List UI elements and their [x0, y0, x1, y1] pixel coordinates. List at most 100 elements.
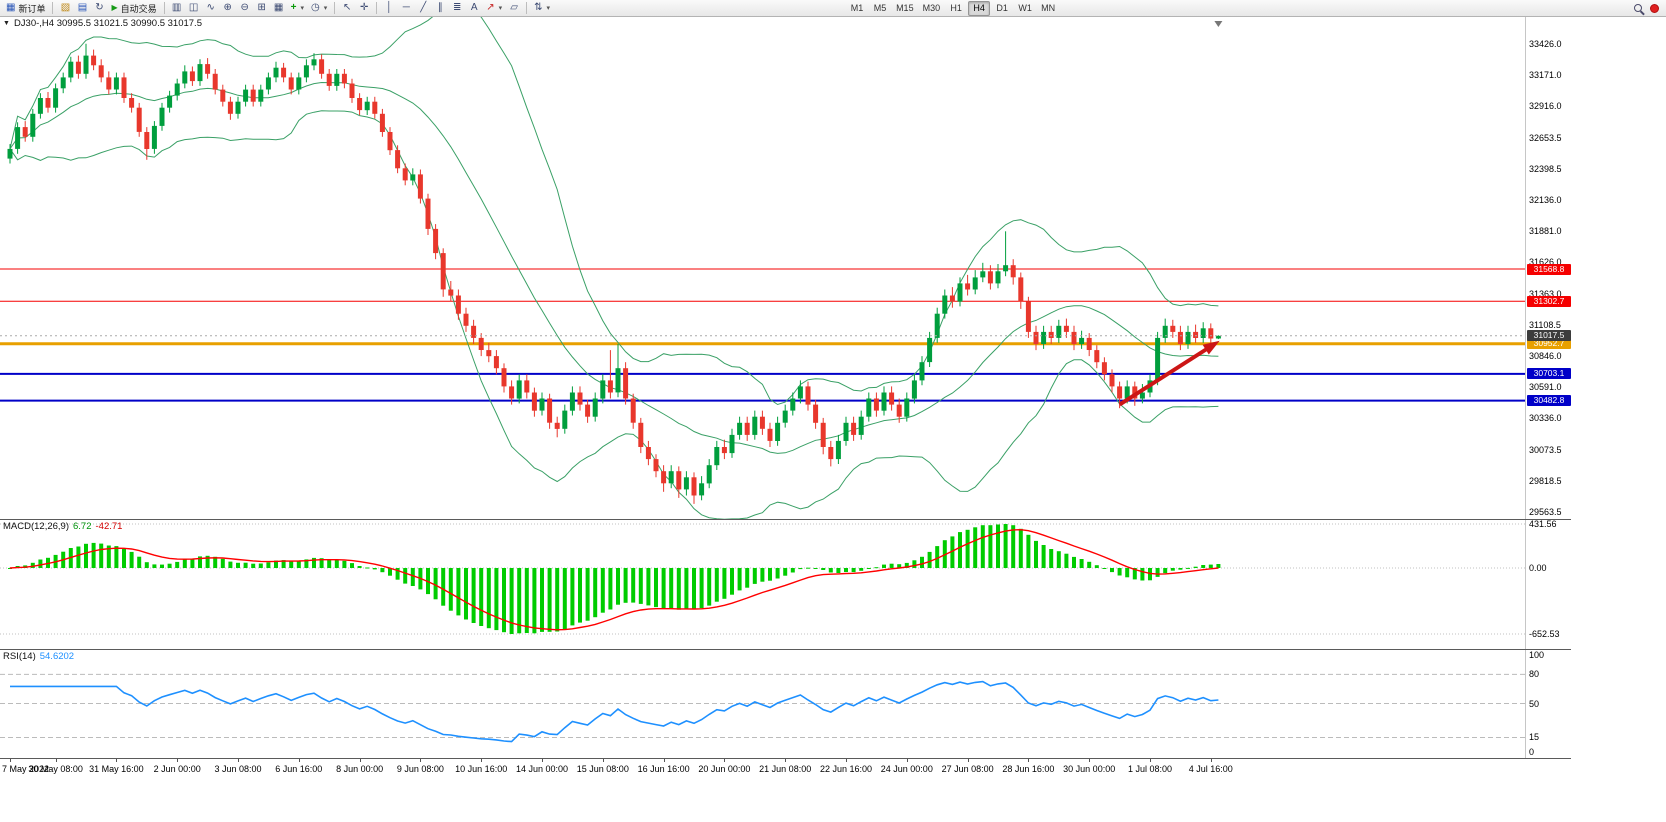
text-label-button[interactable]: A [466, 1, 482, 16]
refresh-button[interactable]: ↻ [91, 1, 107, 16]
price-tick-label: 30073.5 [1529, 444, 1562, 455]
arrange-button[interactable]: ⇅ ▾ [531, 1, 553, 16]
refresh-icon: ↻ [95, 2, 104, 13]
time-axis-label: 24 Jun 00:00 [880, 764, 933, 774]
new-order-button[interactable]: ▦ 新订单 [3, 1, 48, 16]
timeframe-m1[interactable]: M1 [846, 1, 868, 16]
symbol-ohlc-label: DJ30-,H4 30995.5 31021.5 30990.5 31017.5 [13, 18, 202, 29]
price-tick-label: 32653.5 [1529, 132, 1562, 143]
macd-chart[interactable] [0, 520, 1525, 649]
chart-context-icon[interactable]: ▼ [3, 20, 10, 27]
price-tick-label: 30336.0 [1529, 413, 1562, 424]
horizontal-line-button[interactable]: ─ [398, 1, 414, 16]
macd-label: MACD(12,26,9) [3, 521, 69, 532]
new-chart-button[interactable]: ▧ [57, 1, 73, 16]
zoom-in-icon: ⊕ [223, 2, 232, 13]
bar-chart-button[interactable]: ▥ [169, 1, 185, 16]
price-tick-label: 31626.0 [1529, 257, 1562, 268]
grid-button[interactable]: ▦ [271, 1, 287, 16]
crosshair-icon: ✛ [360, 2, 369, 13]
zoom-out-button[interactable]: ⊖ [237, 1, 253, 16]
time-tick [785, 759, 787, 762]
time-axis-label: 16 Jun 16:00 [637, 764, 690, 774]
tile-windows-button[interactable]: ⊞ [254, 1, 270, 16]
timeframe-w1[interactable]: W1 [1014, 1, 1036, 16]
candlestick-icon: ◫ [188, 2, 199, 13]
time-axis-label: 10 Jun 16:00 [455, 764, 508, 774]
indicators-button[interactable]: + ▾ [288, 1, 307, 16]
time-tick [663, 759, 665, 762]
price-tick-label: 31881.0 [1529, 226, 1562, 237]
line-chart-button[interactable]: ∿ [203, 1, 219, 16]
new-order-icon: ▦ [6, 2, 16, 13]
clock-icon: ◷ [311, 2, 320, 13]
macd-signal-value: -42.71 [95, 521, 123, 532]
chevron-down-icon: ▾ [546, 5, 551, 12]
profiles-icon: ▤ [77, 2, 88, 13]
rsi-header: RSI(14) 54.6202 [3, 651, 74, 662]
time-tick [906, 759, 908, 762]
time-axis-label: 9 Jun 08:00 [396, 764, 444, 774]
time-tick [55, 759, 57, 762]
vertical-line-button[interactable]: │ [381, 1, 397, 16]
fibonacci-icon: ≣ [453, 2, 462, 13]
price-line-badge: 30703.1 [1527, 368, 1571, 380]
time-axis-label: 6 Jun 16:00 [275, 764, 323, 774]
timeframe-m30[interactable]: M30 [919, 1, 945, 16]
time-axis[interactable]: 7 May 2022 30 May 08:00 31 May 16:00 2 Jun … [0, 758, 1571, 779]
search-icon[interactable] [1634, 4, 1642, 12]
macd-panel[interactable]: 431.56 0.00 -652.53 MACD(12,26,9) 6.72 -42… [0, 519, 1571, 649]
trendline-icon: ╱ [420, 2, 427, 13]
main-toolbar: ▦ 新订单 ▧ ▤ ↻ ▶ 自动交易 ▥ ◫ ∿ ⊕ ⊖ ⊞ ▦ + ▾ ◷ ▾ ↖… [0, 0, 1666, 17]
time-tick [298, 759, 300, 762]
time-tick [177, 759, 179, 762]
time-axis-label: 14 Jun 00:00 [515, 764, 569, 774]
text-tool-icon: A [470, 2, 478, 13]
profiles-button[interactable]: ▤ [74, 1, 90, 16]
bar-chart-icon: ▥ [171, 2, 182, 13]
rsi-label: RSI(14) [3, 651, 36, 662]
crosshair-button[interactable]: ✛ [356, 1, 372, 16]
channel-button[interactable]: ∥ [432, 1, 448, 16]
price-tick-label: 32398.5 [1529, 163, 1562, 174]
timeframe-h4[interactable]: H4 [968, 0, 991, 16]
zoom-in-button[interactable]: ⊕ [220, 1, 236, 16]
timeframe-m5[interactable]: M5 [869, 1, 891, 16]
notification-badge[interactable] [1650, 3, 1659, 13]
arrows-tool-icon: ↗ [486, 2, 495, 13]
timeframe-d1[interactable]: D1 [991, 1, 1013, 16]
trendline-button[interactable]: ╱ [415, 1, 431, 16]
candlestick-chart[interactable] [0, 17, 1525, 519]
line-chart-icon: ∿ [206, 2, 215, 13]
chart-header: ▼ DJ30-,H4 30995.5 31021.5 30990.5 31017… [3, 18, 202, 29]
price-tick-label: 29818.5 [1529, 475, 1562, 486]
cursor-button[interactable]: ↖ [339, 1, 355, 16]
time-axis-label: 2 Jun 00:00 [153, 764, 201, 774]
time-tick [116, 759, 118, 762]
price-axis[interactable]: 33426.0 33171.0 32916.0 32653.5 32398.5 32136… [1525, 17, 1571, 519]
shapes-button[interactable]: ▱ [506, 1, 522, 16]
time-tick [724, 759, 726, 762]
rsi-axis[interactable]: 100 80 50 15 0 [1525, 650, 1571, 758]
fibonacci-button[interactable]: ≣ [449, 1, 465, 16]
timeframe-h1[interactable]: H1 [945, 1, 967, 16]
periods-button[interactable]: ◷ ▾ [308, 1, 330, 16]
timeframe-mn[interactable]: MN [1037, 1, 1059, 16]
price-tick-label: 33171.0 [1529, 70, 1562, 81]
rsi-panel[interactable]: 100 80 50 15 0 RSI(14) 54.6202 [0, 649, 1571, 758]
macd-axis[interactable]: 431.56 0.00 -652.53 [1525, 519, 1571, 649]
toolbar-right-group [1634, 3, 1663, 13]
timeframe-m15[interactable]: M15 [892, 1, 918, 16]
price-chart-panel[interactable]: 33426.0 33171.0 32916.0 32653.5 32398.5 32136… [0, 17, 1571, 519]
candlestick-button[interactable]: ◫ [186, 1, 202, 16]
macd-header: MACD(12,26,9) 6.72 -42.71 [3, 521, 122, 532]
time-axis-label: 30 Jun 00:00 [1063, 764, 1116, 774]
time-axis-label: 22 Jun 16:00 [819, 764, 873, 774]
rsi-tick-label: 50 [1529, 698, 1540, 709]
price-tick-label: 32916.0 [1529, 101, 1562, 112]
rsi-chart[interactable] [0, 650, 1525, 758]
auto-trading-button[interactable]: ▶ 自动交易 [108, 1, 159, 16]
arrows-tool-button[interactable]: ↗ ▾ [483, 1, 505, 16]
toolbar-separator [334, 2, 336, 14]
